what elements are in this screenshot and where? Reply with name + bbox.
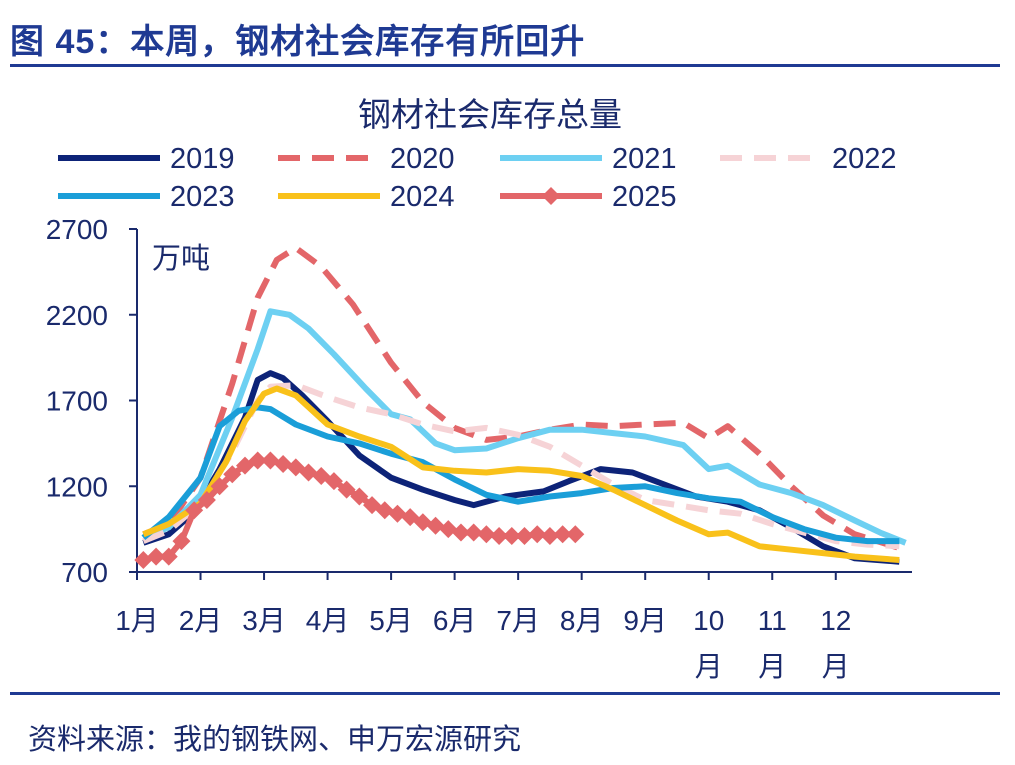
- series-point-2025: [566, 525, 585, 544]
- x-tick-label: 12 月: [820, 605, 851, 682]
- legend-label-2019: 2019: [170, 143, 235, 175]
- x-tick-label: 2月: [179, 605, 223, 636]
- series-point-2025: [426, 516, 445, 535]
- line-chart: 钢材社会库存总量 2019 2020 2021 2022 2023 2024 2025 万吨…: [46, 96, 912, 682]
- series-point-2025: [553, 525, 572, 544]
- legend-label-2021: 2021: [612, 143, 677, 175]
- x-tick-label: 7月: [496, 605, 540, 636]
- series-point-2025: [197, 490, 216, 509]
- legend-label-2023: 2023: [170, 181, 235, 213]
- x-tick-label: 8月: [560, 605, 604, 636]
- series-point-2025: [324, 472, 343, 491]
- x-tick-label: 11 月: [758, 605, 787, 682]
- legend-label-2020: 2020: [390, 143, 455, 175]
- series-point-2025: [350, 487, 369, 506]
- series-point-2025: [477, 525, 496, 544]
- figure-title: 图 45：本周，钢材社会库存有所回升: [10, 23, 586, 61]
- legend-label-2024: 2024: [390, 181, 455, 213]
- y-tick-label: 2200: [46, 300, 108, 331]
- series-point-2025: [134, 550, 153, 569]
- y-tick-label: 1700: [46, 386, 108, 417]
- series-point-2025: [413, 513, 432, 532]
- series-point-2025: [147, 547, 166, 566]
- series-line-2023: [141, 404, 900, 545]
- legend-marker-2025: [542, 187, 560, 205]
- x-tick-label: 4月: [306, 605, 350, 636]
- x-tick-label: 10 月: [693, 605, 724, 682]
- series-point-2025: [464, 523, 483, 542]
- series-point-2025: [223, 465, 242, 484]
- y-tick-label: 700: [61, 557, 108, 588]
- top-rule: [10, 64, 1000, 67]
- y-tick-label: 1200: [46, 471, 108, 502]
- series-point-2025: [540, 526, 559, 545]
- chart-title: 钢材社会库存总量: [358, 96, 622, 133]
- series-point-2025: [299, 463, 318, 482]
- y-tick-label: 2700: [46, 214, 108, 245]
- plot-area: [134, 244, 907, 569]
- series-point-2025: [502, 526, 521, 545]
- series-point-2025: [185, 501, 204, 520]
- x-tick-label: 5月: [369, 605, 413, 636]
- x-tick-label: 6月: [433, 605, 477, 636]
- series-point-2025: [439, 520, 458, 539]
- legend-label-2022: 2022: [832, 143, 897, 175]
- x-tick-label: 3月: [242, 605, 286, 636]
- x-tick-label: 1月: [115, 605, 159, 636]
- series-point-2025: [451, 523, 470, 542]
- series-point-2025: [274, 454, 293, 473]
- series-line-2020: [142, 244, 901, 551]
- legend: 2019 2020 2021 2022 2023 2024 2025: [58, 143, 897, 213]
- series-line-2021: [142, 308, 907, 546]
- source-note: 资料来源：我的钢铁网、申万宏源研究: [28, 724, 522, 756]
- series-point-2025: [528, 525, 547, 544]
- legend-label-2025: 2025: [612, 181, 677, 213]
- series-point-2025: [248, 451, 267, 470]
- series-point-2025: [172, 532, 191, 551]
- series-point-2025: [337, 480, 356, 499]
- series-point-2025: [375, 501, 394, 520]
- series-line-2024: [142, 385, 900, 563]
- series-point-2025: [388, 504, 407, 523]
- series-point-2025: [210, 477, 229, 496]
- series-point-2025: [490, 526, 509, 545]
- series-point-2025: [159, 547, 178, 566]
- series-point-2025: [515, 526, 534, 545]
- series-point-2025: [261, 451, 280, 470]
- unit-label: 万吨: [152, 242, 210, 275]
- x-tick-label: 9月: [623, 605, 667, 636]
- bottom-rule: [10, 692, 1000, 695]
